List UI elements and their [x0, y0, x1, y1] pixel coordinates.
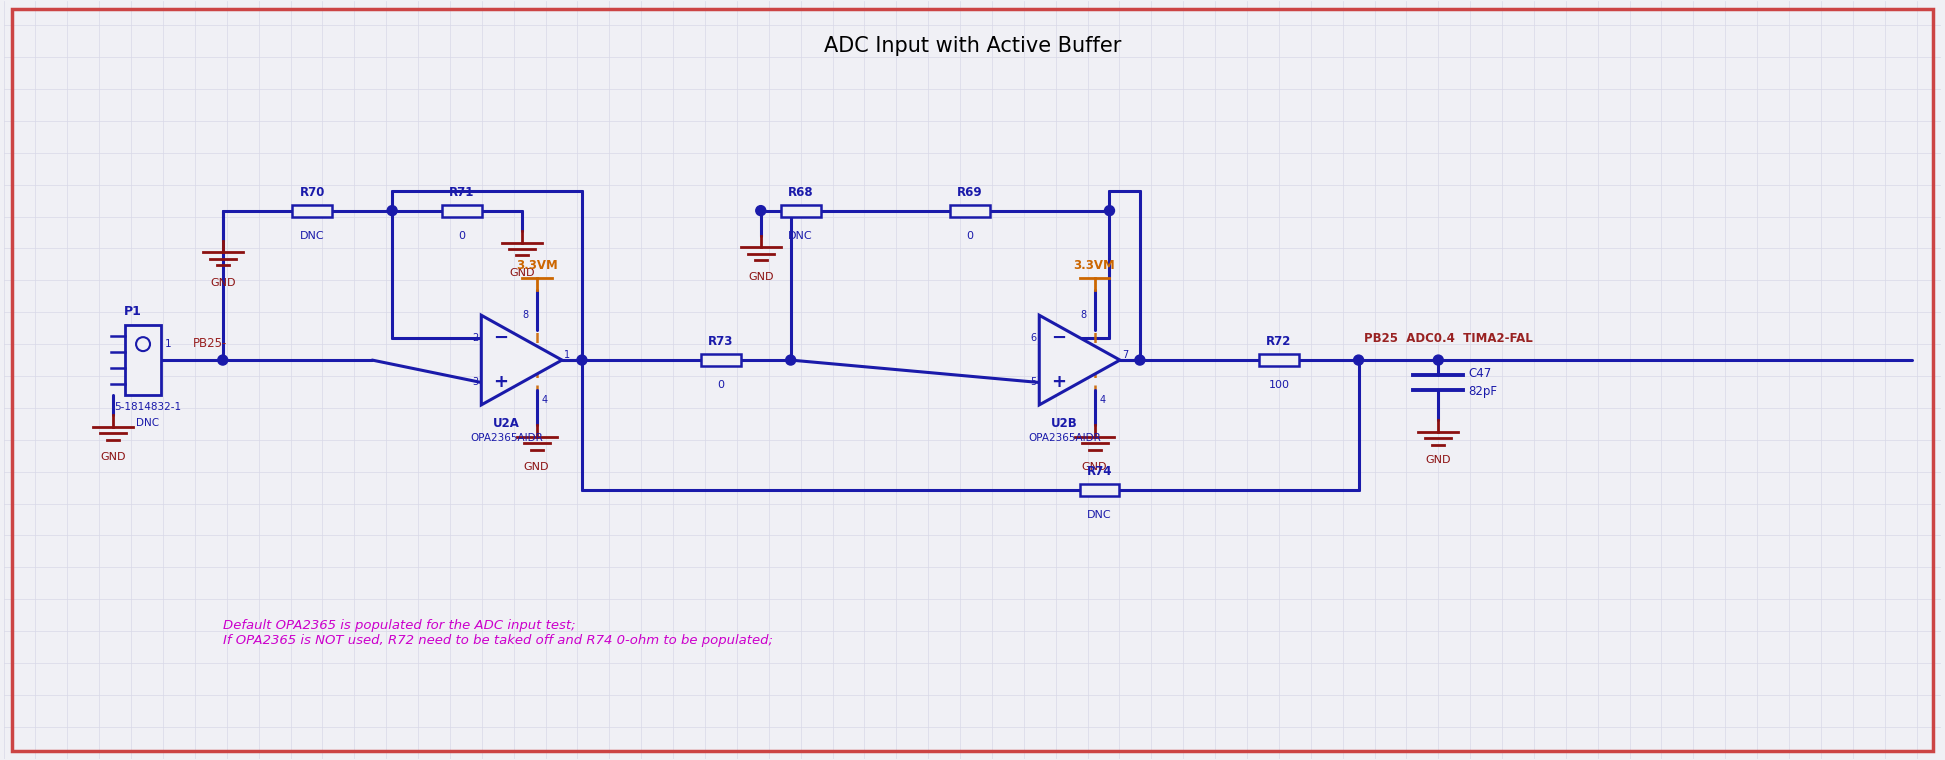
- Bar: [700, 354, 741, 366]
- Text: 82pF: 82pF: [1468, 385, 1498, 398]
- Text: OPA2365AIDR: OPA2365AIDR: [1029, 432, 1101, 443]
- Text: DNC: DNC: [136, 418, 159, 428]
- Text: −: −: [494, 328, 508, 347]
- Text: R73: R73: [708, 335, 733, 348]
- Text: 5-1814832-1: 5-1814832-1: [115, 402, 181, 412]
- Text: GND: GND: [101, 451, 126, 462]
- Circle shape: [1433, 355, 1443, 365]
- Text: OPA2365AIDR: OPA2365AIDR: [471, 432, 543, 443]
- Circle shape: [578, 355, 587, 365]
- Text: Default OPA2365 is populated for the ADC input test;
If OPA2365 is NOT used, R72: Default OPA2365 is populated for the ADC…: [224, 619, 772, 647]
- Text: DNC: DNC: [1087, 509, 1113, 520]
- Text: −: −: [1050, 328, 1066, 347]
- Text: GND: GND: [523, 462, 548, 472]
- Bar: [1079, 483, 1120, 496]
- Text: R68: R68: [788, 185, 813, 198]
- Text: GND: GND: [210, 278, 235, 288]
- Text: DNC: DNC: [300, 230, 325, 241]
- Circle shape: [387, 206, 397, 216]
- Polygon shape: [1039, 315, 1120, 405]
- Text: ADC Input with Active Buffer: ADC Input with Active Buffer: [825, 36, 1120, 56]
- Circle shape: [757, 206, 766, 216]
- Text: U2A: U2A: [494, 417, 519, 430]
- Text: 6: 6: [1031, 333, 1037, 343]
- Circle shape: [1105, 206, 1114, 216]
- Polygon shape: [480, 315, 562, 405]
- Text: 8: 8: [1081, 310, 1087, 320]
- Bar: [124, 325, 161, 395]
- Text: PB25  ADC0.4  TIMA2-FAL: PB25 ADC0.4 TIMA2-FAL: [1363, 332, 1533, 345]
- Text: 1: 1: [564, 350, 570, 360]
- Text: P1: P1: [124, 306, 142, 318]
- Circle shape: [1134, 355, 1146, 365]
- Circle shape: [1354, 355, 1363, 365]
- Text: 5: 5: [1031, 378, 1037, 388]
- Text: GND: GND: [510, 268, 535, 278]
- Text: 4: 4: [1099, 395, 1105, 405]
- Text: 1: 1: [165, 339, 171, 349]
- Text: PB25-: PB25-: [193, 337, 228, 350]
- Text: 4: 4: [541, 395, 548, 405]
- Text: R74: R74: [1087, 464, 1113, 477]
- Text: GND: GND: [1081, 462, 1107, 472]
- Text: GND: GND: [749, 272, 774, 283]
- Bar: [949, 204, 990, 217]
- Text: DNC: DNC: [788, 230, 813, 241]
- Bar: [1258, 354, 1299, 366]
- Text: R69: R69: [957, 185, 982, 198]
- Text: 3.3VM: 3.3VM: [515, 259, 558, 272]
- Text: 100: 100: [1268, 380, 1290, 390]
- Circle shape: [786, 355, 796, 365]
- Text: 0: 0: [967, 230, 974, 241]
- Text: 3.3VM: 3.3VM: [1074, 259, 1114, 272]
- Text: 0: 0: [459, 230, 465, 241]
- Text: +: +: [494, 373, 508, 391]
- Bar: [780, 204, 821, 217]
- Bar: [442, 204, 482, 217]
- Bar: [292, 204, 333, 217]
- Text: U2B: U2B: [1052, 417, 1078, 430]
- Text: 3: 3: [473, 378, 478, 388]
- Text: 0: 0: [718, 380, 724, 390]
- Text: R71: R71: [449, 185, 475, 198]
- Circle shape: [218, 355, 228, 365]
- Text: 7: 7: [1122, 350, 1128, 360]
- Text: 8: 8: [523, 310, 529, 320]
- Text: R72: R72: [1266, 335, 1291, 348]
- Text: GND: GND: [1426, 454, 1451, 464]
- Text: R70: R70: [300, 185, 325, 198]
- Text: +: +: [1050, 373, 1066, 391]
- Text: 2: 2: [473, 333, 478, 343]
- Text: C47: C47: [1468, 366, 1492, 379]
